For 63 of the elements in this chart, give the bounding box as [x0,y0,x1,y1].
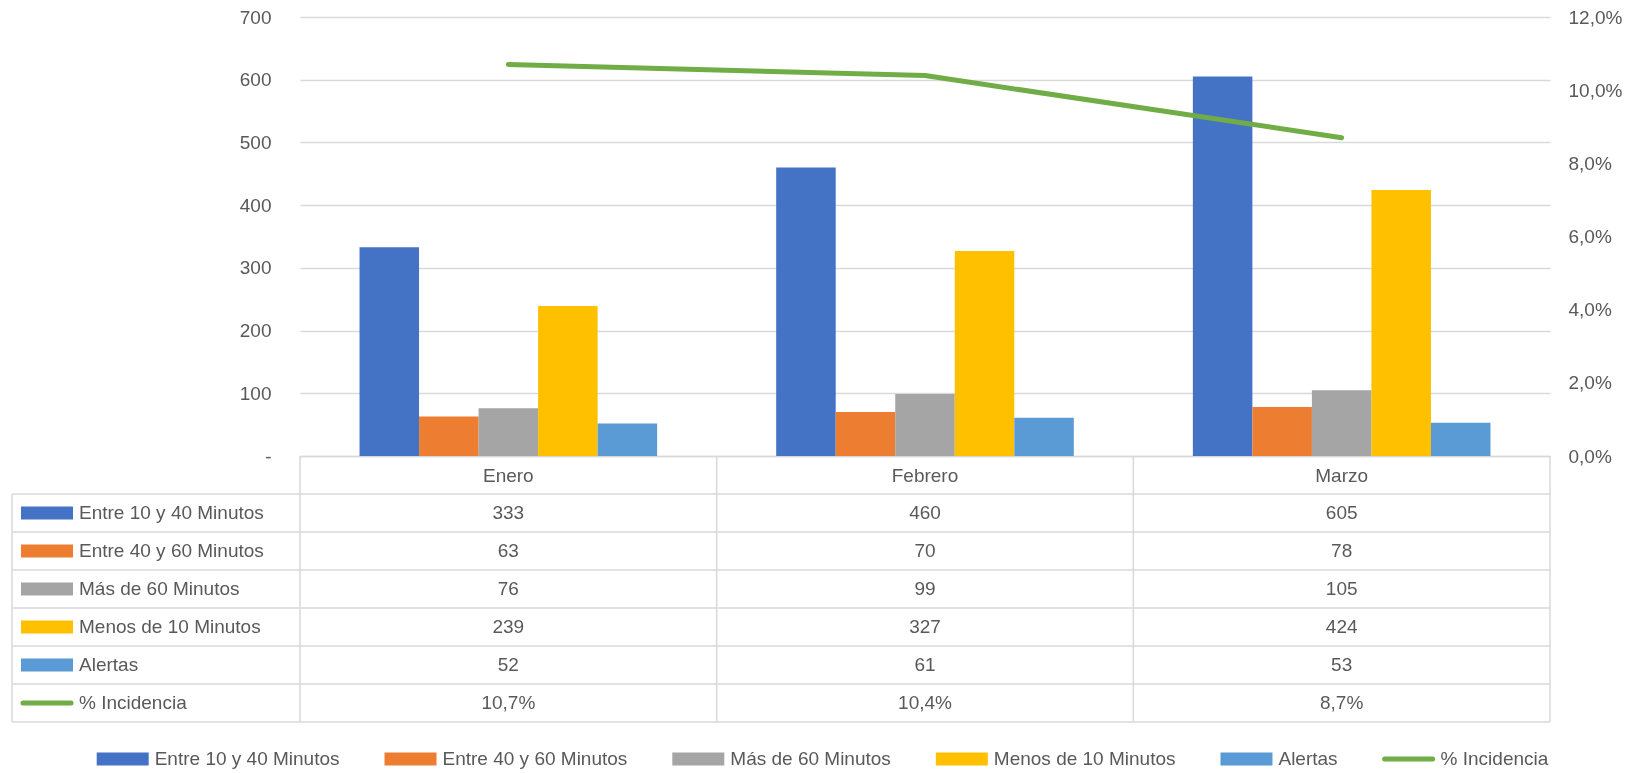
data-label: 99 [914,578,936,599]
bar [1430,422,1491,456]
bar [538,306,598,456]
bar [954,250,1015,456]
data-label: 63 [497,540,519,561]
y-tick-label: 500 [239,131,272,153]
data-label: 424 [1325,616,1358,637]
legend-label: % Incidencia [1440,748,1549,769]
legend-label: Entre 40 y 60 Minutos [79,540,264,561]
bar [359,247,420,456]
bar [1371,190,1431,456]
data-label: 605 [1325,502,1358,523]
data-label: 10,7% [481,692,536,713]
bar [419,416,479,456]
bar [1014,417,1074,456]
y-tick-label: 700 [239,6,272,28]
y-tick-label: 200 [239,320,272,342]
y2-tick-label: 10,0% [1568,79,1623,101]
y2-tick-label: 8,0% [1568,152,1612,174]
legend-label: Entre 10 y 40 Minutos [79,502,264,523]
bar [597,423,658,456]
y2-tick-label: 12,0% [1568,6,1623,28]
data-label: 53 [1331,654,1353,675]
x-tick-label: Enero [482,464,534,486]
data-label: 327 [909,616,941,637]
data-label: 70 [914,540,936,561]
x-tick-label: Marzo [1315,464,1369,486]
legend-label: Menos de 10 Minutos [993,748,1176,769]
text: Entre 40 y 60 Minutos [442,748,628,769]
y-tick-label: 600 [239,69,272,91]
data-label: 78 [1331,540,1353,561]
data-label: 333 [492,502,525,523]
y-tick-label: 100 [239,382,272,404]
text: Menos de 10 Minutos [79,616,261,637]
legend-label: Más de 60 Minutos [79,578,240,599]
y-tick-label: - [265,445,272,467]
x-tick-label: Febrero [891,464,959,486]
bar [1192,76,1253,456]
y-tick-label: 400 [239,194,272,216]
legend-label: Alertas [1278,748,1338,769]
text: Entre 10 y 40 Minutos [154,748,340,769]
text: Alertas [79,654,139,675]
y2-tick-label: 0,0% [1568,445,1612,467]
bar [478,408,539,456]
bar [895,393,955,456]
bar [1252,407,1312,456]
data-label: 239 [492,616,525,637]
bar [776,167,836,456]
data-label: 10,4% [898,692,953,713]
bar [835,412,896,456]
text: Más de 60 Minutos [730,748,891,769]
y2-tick-label: 4,0% [1568,299,1612,321]
data-label: 52 [497,654,519,675]
text: % Incidencia [79,692,187,713]
y2-tick-label: 6,0% [1568,226,1612,247]
y2-tick-label: 2,0% [1568,372,1612,394]
data-label: 8,7% [1320,692,1364,713]
data-label: 105 [1325,578,1358,599]
bar [1311,390,1372,456]
data-label: 460 [909,502,941,523]
data-label: 76 [497,578,519,599]
y-tick-label: 300 [239,257,272,279]
data-label: 61 [914,654,936,675]
